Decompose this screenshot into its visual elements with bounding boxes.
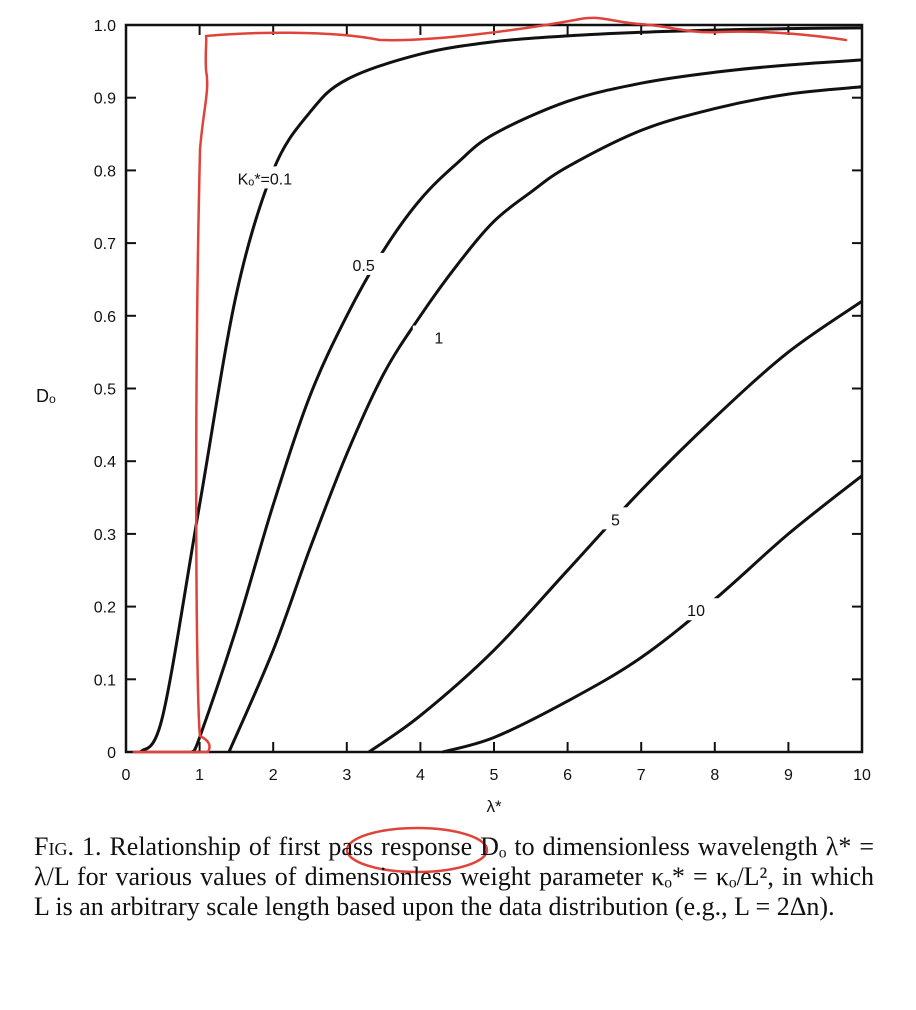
x-tick-label: 9	[784, 767, 793, 784]
series-curves	[139, 26, 863, 754]
series-label-bg	[670, 598, 723, 621]
series-label-bg	[589, 507, 642, 530]
y-tick-label: 0	[107, 745, 116, 762]
x-tick-label: 2	[269, 767, 278, 784]
x-tick-label: 8	[710, 767, 719, 784]
red-circle-first-pass	[345, 826, 489, 874]
y-tick-labels: 0 0.1 0.2 0.3 0.4 0.5 0.6 0.7 0.8 0.9 1.0	[94, 18, 116, 762]
series-line	[190, 58, 863, 754]
y-tick-label: 0.4	[94, 454, 116, 471]
series-labels: Kₒ*=0.1 0.5 1 5 10	[238, 166, 723, 621]
x-tick-label: 0	[122, 767, 131, 784]
x-tick-label: 10	[853, 767, 871, 784]
y-tick-label: 0.2	[94, 600, 116, 617]
series-label: 5	[611, 512, 620, 529]
series-label: Kₒ*=0.1	[238, 171, 293, 188]
caption-text: Relationship of first pass response Dₒ t…	[34, 832, 875, 921]
series-line	[442, 474, 863, 754]
y-axis-label: Dₒ	[36, 386, 56, 406]
series-label: 0.5	[352, 258, 374, 275]
x-tick-label: 1	[195, 767, 204, 784]
x-tick-label: 6	[563, 767, 572, 784]
x-tick-label: 4	[416, 767, 425, 784]
y-tick-label: 0.3	[94, 527, 116, 544]
x-tick-label: 7	[637, 767, 646, 784]
axis-ticks	[125, 24, 863, 753]
caption-figure-label: Fig. 1.	[34, 832, 102, 861]
y-tick-label: 0.6	[94, 309, 116, 326]
series-label-bg	[412, 325, 465, 348]
hand-annotations	[132, 16, 848, 874]
series-label: 1	[434, 331, 443, 348]
y-tick-label: 0.5	[94, 382, 116, 399]
x-tick-labels: 0 1 2 3 4 5 6 7 8 9 10	[122, 767, 871, 784]
series-label-bg	[337, 252, 390, 275]
y-tick-label: 0.1	[94, 672, 116, 689]
x-tick-label: 3	[342, 767, 351, 784]
y-tick-label: 1.0	[94, 18, 116, 35]
y-tick-label: 0.9	[94, 91, 116, 108]
series-label: 10	[687, 603, 705, 620]
series-line	[227, 85, 863, 753]
x-axis-label: λ*	[486, 797, 502, 816]
x-tick-label: 5	[490, 767, 499, 784]
y-tick-label: 0.8	[94, 163, 116, 180]
red-step-outline	[132, 16, 848, 754]
series-label-bg	[238, 166, 291, 189]
y-tick-label: 0.7	[94, 236, 116, 253]
figure-caption: Fig. 1. Relationship of first pass respo…	[34, 832, 874, 922]
